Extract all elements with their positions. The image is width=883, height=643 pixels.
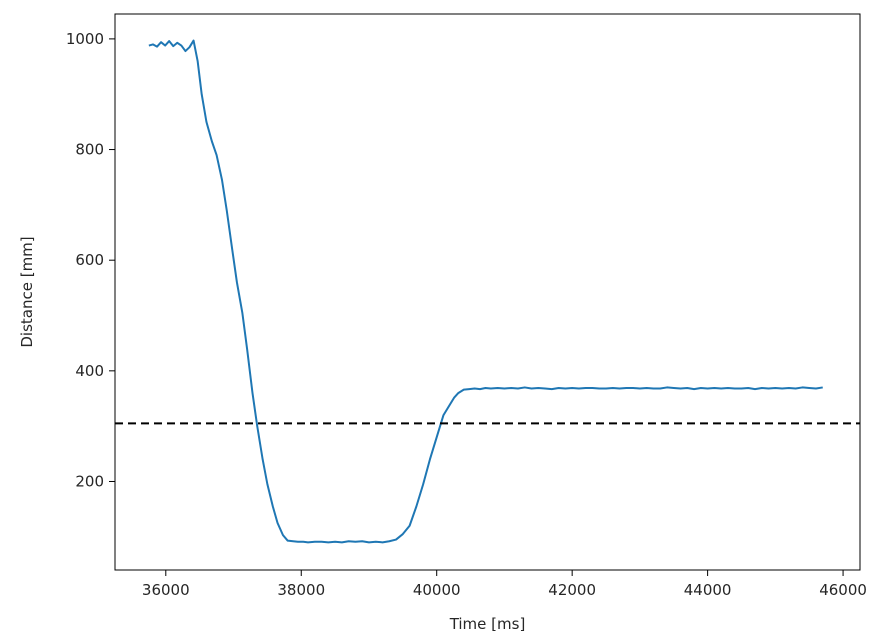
- y-tick-label-1000: 1000: [66, 30, 104, 48]
- data-layer: [115, 39, 860, 544]
- x-tick-label-46000: 46000: [819, 581, 867, 599]
- y-axis-label: Distance [mm]: [18, 236, 36, 347]
- x-tick-label-42000: 42000: [548, 581, 596, 599]
- x-tick-label-44000: 44000: [684, 581, 732, 599]
- x-axis: 36000 38000 40000 42000 44000 46000: [142, 570, 867, 599]
- y-tick-label-800: 800: [75, 141, 104, 159]
- series-line-0: [148, 39, 823, 544]
- y-tick-label-200: 200: [75, 472, 104, 490]
- x-axis-label: Time [ms]: [449, 615, 526, 633]
- x-tick-label-38000: 38000: [277, 581, 325, 599]
- y-tick-label-600: 600: [75, 251, 104, 269]
- y-axis: 200 400 600 800 1000: [66, 30, 115, 490]
- plot-area: 36000 38000 40000 42000 44000 46000 200 400 600…: [66, 13, 867, 599]
- x-tick-label-40000: 40000: [413, 581, 461, 599]
- y-tick-label-400: 400: [75, 362, 104, 380]
- plot-frame: [114, 13, 861, 571]
- x-tick-label-36000: 36000: [142, 581, 190, 599]
